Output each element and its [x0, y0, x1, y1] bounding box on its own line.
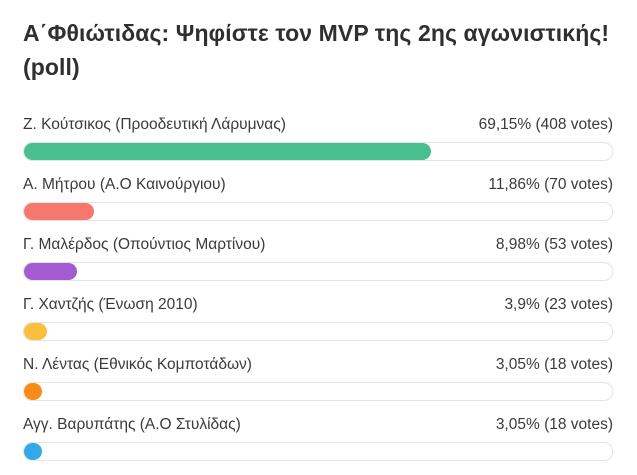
poll-widget: Α΄Φθιώτιδας: Ψηφίστε τον MVP της 2ης αγω…	[23, 16, 613, 475]
poll-option-bar-track	[23, 262, 613, 281]
poll-option-label: Α. Μήτρου (Α.Ο Καινούργιου)	[23, 176, 226, 193]
poll-option-bar-track	[23, 382, 613, 401]
poll-option-stats: 8,98% (53 votes)	[495, 236, 613, 253]
poll-option[interactable]: Ζ. Κούτσικος (Προοδευτική Λάρυμνας) 69,1…	[23, 115, 613, 175]
poll-option-bar-track	[23, 202, 613, 221]
poll-option-stats: 3,9% (23 votes)	[504, 296, 613, 313]
poll-option-header: Α. Μήτρου (Α.Ο Καινούργιου) 11,86% (70 v…	[23, 175, 613, 195]
poll-option-bar-fill	[24, 203, 94, 220]
poll-option-header: Ζ. Κούτσικος (Προοδευτική Λάρυμνας) 69,1…	[23, 115, 613, 135]
poll-option-stats: 69,15% (408 votes)	[478, 116, 613, 133]
poll-option-header: Γ. Χαντζής (Ένωση 2010) 3,9% (23 votes)	[23, 295, 613, 315]
poll-option-header: Ν. Λέντας (Εθνικός Κομποτάδων) 3,05% (18…	[23, 355, 613, 375]
poll-option-label: Αγγ. Βαρυπάτης (Α.Ο Στυλίδας)	[23, 416, 241, 433]
poll-option-header: Γ. Μαλέρδος (Οπούντιος Μαρτίνου) 8,98% (…	[23, 235, 613, 255]
poll-option-bar-fill	[24, 323, 47, 340]
poll-option[interactable]: Γ. Χαντζής (Ένωση 2010) 3,9% (23 votes)	[23, 295, 613, 355]
poll-option-bar-track	[23, 322, 613, 341]
poll-option-label: Γ. Μαλέρδος (Οπούντιος Μαρτίνου)	[23, 236, 266, 253]
poll-option[interactable]: Αγγ. Βαρυπάτης (Α.Ο Στυλίδας) 3,05% (18 …	[23, 415, 613, 475]
poll-option-bar-fill	[24, 263, 77, 280]
poll-option-bar-fill	[24, 383, 42, 400]
poll-option-bar-fill	[24, 143, 431, 160]
poll-option[interactable]: Ν. Λέντας (Εθνικός Κομποτάδων) 3,05% (18…	[23, 355, 613, 415]
poll-option-bar-track	[23, 442, 613, 461]
poll-option-bar-track	[23, 142, 613, 161]
poll-option-stats: 11,86% (70 votes)	[488, 176, 613, 193]
poll-options: Ζ. Κούτσικος (Προοδευτική Λάρυμνας) 69,1…	[23, 115, 613, 475]
poll-option-bar-fill	[24, 443, 42, 460]
poll-option-stats: 3,05% (18 votes)	[495, 416, 613, 433]
poll-option-label: Γ. Χαντζής (Ένωση 2010)	[23, 296, 198, 313]
poll-title: Α΄Φθιώτιδας: Ψηφίστε τον MVP της 2ης αγω…	[23, 20, 610, 80]
poll-option-header: Αγγ. Βαρυπάτης (Α.Ο Στυλίδας) 3,05% (18 …	[23, 415, 613, 435]
poll-option-label: Ζ. Κούτσικος (Προοδευτική Λάρυμνας)	[23, 116, 286, 133]
poll-option-stats: 3,05% (18 votes)	[495, 356, 613, 373]
poll-option[interactable]: Γ. Μαλέρδος (Οπούντιος Μαρτίνου) 8,98% (…	[23, 235, 613, 295]
poll-option-label: Ν. Λέντας (Εθνικός Κομποτάδων)	[23, 356, 252, 373]
poll-option[interactable]: Α. Μήτρου (Α.Ο Καινούργιου) 11,86% (70 v…	[23, 175, 613, 235]
